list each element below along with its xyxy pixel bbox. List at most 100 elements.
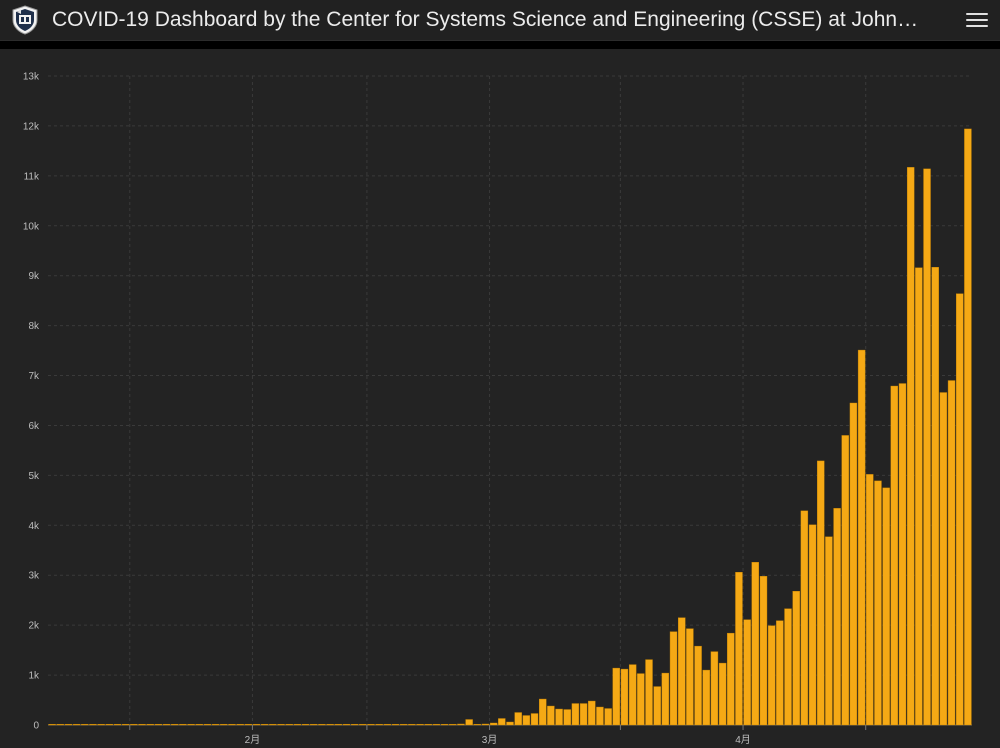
bar[interactable]	[285, 724, 293, 726]
bar[interactable]	[236, 724, 244, 726]
bar[interactable]	[432, 724, 441, 726]
bar[interactable]	[817, 460, 825, 726]
bar[interactable]	[767, 625, 776, 726]
bar[interactable]	[686, 628, 694, 726]
bar[interactable]	[179, 724, 187, 726]
bar[interactable]	[604, 708, 612, 726]
bar[interactable]	[874, 480, 882, 726]
bar[interactable]	[759, 576, 768, 726]
bar[interactable]	[293, 724, 302, 726]
bar[interactable]	[669, 631, 678, 726]
bar[interactable]	[105, 724, 114, 726]
bar[interactable]	[857, 349, 866, 726]
bar[interactable]	[727, 632, 735, 726]
bar[interactable]	[653, 686, 661, 726]
bar[interactable]	[579, 703, 588, 726]
bar[interactable]	[56, 724, 64, 726]
bar[interactable]	[866, 474, 874, 726]
bar[interactable]	[301, 724, 310, 726]
bar[interactable]	[841, 435, 849, 726]
bar[interactable]	[661, 672, 670, 726]
bar[interactable]	[915, 267, 923, 726]
bar[interactable]	[440, 724, 449, 726]
bar[interactable]	[808, 524, 817, 726]
bar[interactable]	[113, 724, 122, 726]
bar[interactable]	[203, 724, 212, 726]
bar[interactable]	[465, 719, 473, 726]
bar[interactable]	[882, 487, 890, 726]
bar[interactable]	[367, 724, 375, 726]
bar[interactable]	[678, 617, 686, 726]
bar[interactable]	[588, 700, 596, 726]
bar[interactable]	[449, 724, 457, 726]
bar[interactable]	[939, 392, 948, 726]
bar[interactable]	[130, 724, 138, 726]
bar[interactable]	[195, 724, 203, 726]
bar[interactable]	[252, 724, 261, 726]
bar[interactable]	[481, 723, 490, 726]
bar[interactable]	[154, 724, 163, 726]
bar[interactable]	[612, 667, 620, 726]
bar[interactable]	[261, 724, 269, 726]
bar[interactable]	[530, 713, 539, 726]
bar[interactable]	[97, 724, 105, 726]
bar[interactable]	[48, 724, 56, 726]
bar[interactable]	[162, 724, 171, 726]
bar[interactable]	[637, 673, 645, 726]
bar[interactable]	[416, 724, 424, 726]
bar[interactable]	[743, 619, 751, 726]
bar[interactable]	[825, 536, 833, 726]
bar[interactable]	[849, 402, 858, 726]
bar[interactable]	[776, 620, 784, 726]
bar[interactable]	[555, 708, 563, 726]
bar[interactable]	[269, 724, 277, 726]
bar[interactable]	[359, 724, 367, 726]
bar[interactable]	[514, 712, 522, 726]
bar[interactable]	[735, 572, 743, 726]
bar[interactable]	[310, 724, 318, 726]
bar[interactable]	[547, 705, 555, 726]
bar[interactable]	[187, 724, 195, 726]
bar[interactable]	[800, 510, 809, 726]
bar[interactable]	[334, 724, 342, 726]
bar[interactable]	[277, 724, 285, 726]
bar[interactable]	[498, 718, 506, 726]
bar[interactable]	[326, 724, 334, 726]
bar[interactable]	[220, 724, 228, 726]
bar[interactable]	[620, 668, 629, 726]
bar[interactable]	[350, 724, 359, 726]
bar[interactable]	[628, 664, 637, 726]
bar[interactable]	[710, 651, 719, 726]
bar[interactable]	[318, 724, 326, 726]
bar[interactable]	[146, 724, 154, 726]
bar[interactable]	[792, 591, 800, 726]
bar[interactable]	[923, 168, 931, 726]
bar[interactable]	[400, 724, 408, 726]
bar[interactable]	[906, 167, 915, 726]
bar[interactable]	[171, 724, 179, 726]
bar[interactable]	[72, 724, 81, 726]
bar[interactable]	[571, 703, 580, 726]
bar[interactable]	[457, 723, 465, 726]
bar[interactable]	[898, 383, 907, 726]
bar[interactable]	[211, 724, 220, 726]
bar[interactable]	[645, 659, 653, 726]
bar[interactable]	[121, 724, 130, 726]
bar[interactable]	[563, 709, 571, 726]
bar[interactable]	[890, 385, 899, 726]
bar[interactable]	[489, 722, 498, 726]
bar[interactable]	[424, 724, 432, 726]
bar[interactable]	[81, 724, 89, 726]
bar[interactable]	[539, 698, 547, 726]
bar[interactable]	[138, 724, 146, 726]
bar[interactable]	[375, 724, 383, 726]
bar[interactable]	[947, 380, 956, 726]
bar[interactable]	[718, 662, 727, 726]
bar[interactable]	[383, 724, 392, 726]
bar[interactable]	[702, 669, 710, 726]
bar[interactable]	[596, 706, 604, 726]
bar[interactable]	[89, 724, 97, 726]
bar[interactable]	[506, 721, 514, 726]
bar[interactable]	[694, 645, 702, 726]
bar[interactable]	[751, 562, 759, 726]
